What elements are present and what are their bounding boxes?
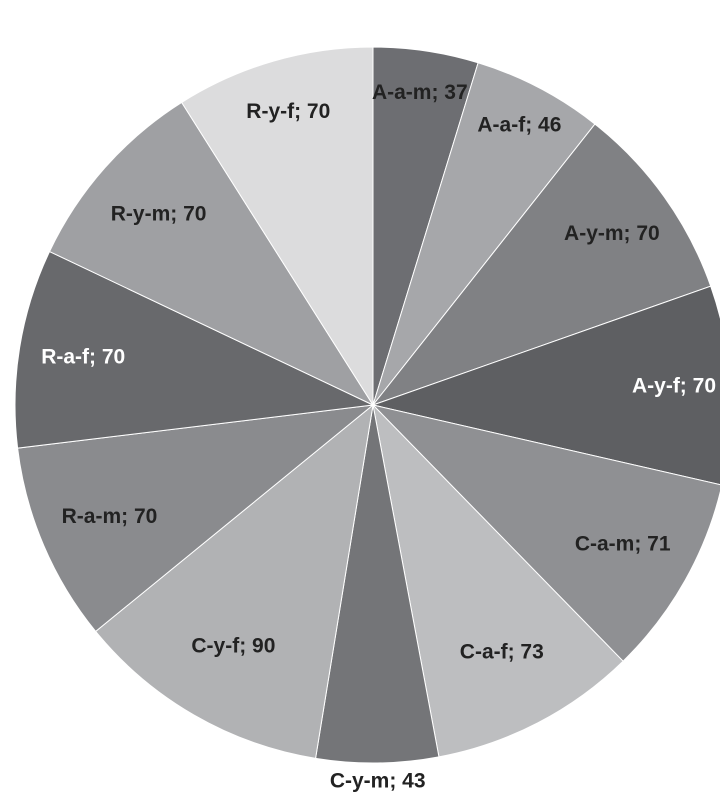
slice-label-c-y-f: C-y-f; 90 (191, 634, 275, 657)
pie-slice-c-y-f (94, 403, 374, 759)
pie-slices (14, 46, 720, 764)
pie-slice-a-y-f (371, 285, 720, 486)
slice-label-r-y-f: R-y-f; 70 (246, 100, 330, 123)
pie-slice-a-y-m (371, 123, 712, 407)
slice-label-r-y-m: R-y-m; 70 (111, 203, 207, 226)
slice-label-a-y-f: A-y-f; 70 (632, 374, 716, 397)
pie-labels: A-a-m; 37 A-a-f; 46 A-y-m; 70 A-y-f; 70 C-a-… (41, 81, 716, 793)
pie-slice-r-y-f (180, 46, 374, 407)
slice-label-r-a-m: R-a-m; 70 (62, 505, 158, 528)
slice-label-c-a-f: C-a-f; 73 (460, 640, 544, 663)
pie-slice-c-a-f (372, 403, 624, 758)
slice-label-c-a-m: C-a-m; 71 (575, 533, 671, 556)
slice-label-r-a-f: R-a-f; 70 (41, 345, 125, 368)
slice-label-c-y-m: C-y-m; 43 (330, 770, 426, 793)
pie-slice-c-a-m (371, 404, 720, 662)
slice-label-a-y-m: A-y-m; 70 (564, 222, 660, 245)
pie-slice-a-a-f (372, 62, 596, 406)
pie-slice-r-y-m (48, 101, 375, 407)
pie-slice-r-a-f (14, 250, 375, 449)
slice-label-a-a-m: A-a-m; 37 (372, 81, 468, 104)
slice-label-a-a-f: A-a-f; 46 (477, 114, 561, 137)
pie-slice-r-a-m (17, 404, 375, 633)
